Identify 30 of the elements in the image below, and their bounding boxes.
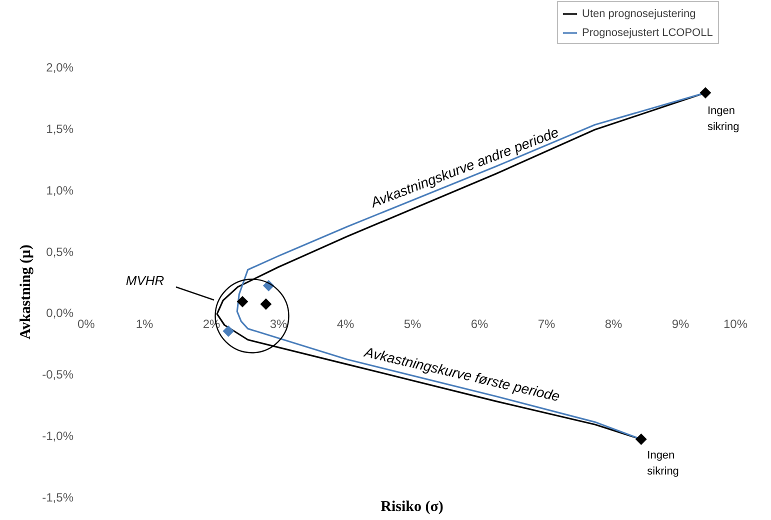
point xyxy=(700,87,712,98)
x-tick-label: 5% xyxy=(404,317,422,332)
y-tick-label: 2,0% xyxy=(46,60,74,74)
point xyxy=(635,434,647,445)
annotation: Ingen sikring xyxy=(707,104,740,133)
y-tick-label: 0,5% xyxy=(46,244,74,259)
x-tick-label: 10% xyxy=(723,317,748,332)
y-tick-label: 0,0% xyxy=(46,306,74,320)
y-tick-label: -0,5% xyxy=(42,368,74,382)
annotation: MVHR xyxy=(126,273,164,288)
x-tick-label: 6% xyxy=(470,317,488,332)
x-axis-title: Risiko (σ) xyxy=(380,499,444,515)
x-tick-label: 8% xyxy=(604,317,622,332)
legend-label: Uten prognosejustering xyxy=(582,8,696,20)
x-tick-label: 3% xyxy=(270,317,288,332)
x-tick-label: 4% xyxy=(336,317,354,332)
y-axis-title: Avkastning (µ) xyxy=(18,244,34,340)
y-tick-label: -1,5% xyxy=(42,490,74,504)
x-tick-label: 9% xyxy=(672,317,690,332)
x-tick-label: 1% xyxy=(136,317,154,332)
x-tick-label: 0% xyxy=(78,317,96,332)
legend-label: Prognosejustert LCOPOLL xyxy=(582,27,713,39)
point xyxy=(260,298,272,310)
y-tick-label: -1,0% xyxy=(42,429,74,444)
x-tick-label: 7% xyxy=(538,317,556,332)
point xyxy=(222,325,234,337)
annotation: Ingen sikring xyxy=(647,449,679,478)
y-tick-label: 1,5% xyxy=(46,122,74,136)
y-tick-label: 1,0% xyxy=(46,183,74,198)
point xyxy=(236,296,248,308)
